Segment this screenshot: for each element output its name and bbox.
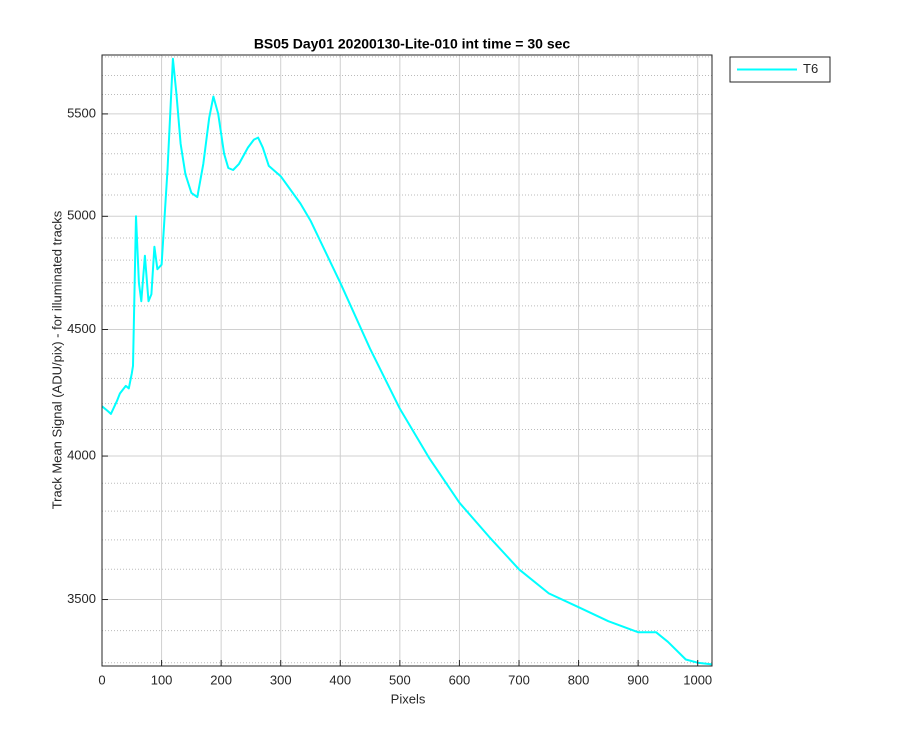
legend: T6 [729,56,831,83]
legend-label: T6 [803,61,818,76]
x-tick-label: 400 [329,672,351,687]
x-tick-label: 900 [627,672,649,687]
y-tick-label: 4000 [67,447,96,462]
y-tick-label: 5000 [67,208,96,223]
y-tick-label: 5500 [67,105,96,120]
y-tick-label: 3500 [67,591,96,606]
x-tick-label: 100 [151,672,173,687]
x-tick-label: 800 [568,672,590,687]
y-tick-label: 4500 [67,321,96,336]
data-line [101,57,713,666]
x-tick-label: 700 [508,672,530,687]
plot-area [101,57,713,666]
x-tick-label: 1000 [683,672,712,687]
chart-title: BS05 Day01 20200130-Lite-010 int time = … [254,36,571,52]
x-tick-label: 200 [210,672,232,687]
axes-box [101,54,713,667]
x-axis-label: Pixels [391,691,426,706]
grid [101,55,712,666]
y-axis-label: Track Mean Signal (ADU/pix) - for illumi… [49,210,64,509]
x-tick-label: 300 [270,672,292,687]
x-tick-label: 600 [449,672,471,687]
x-tick-label: 500 [389,672,411,687]
x-tick-label: 0 [98,672,105,687]
